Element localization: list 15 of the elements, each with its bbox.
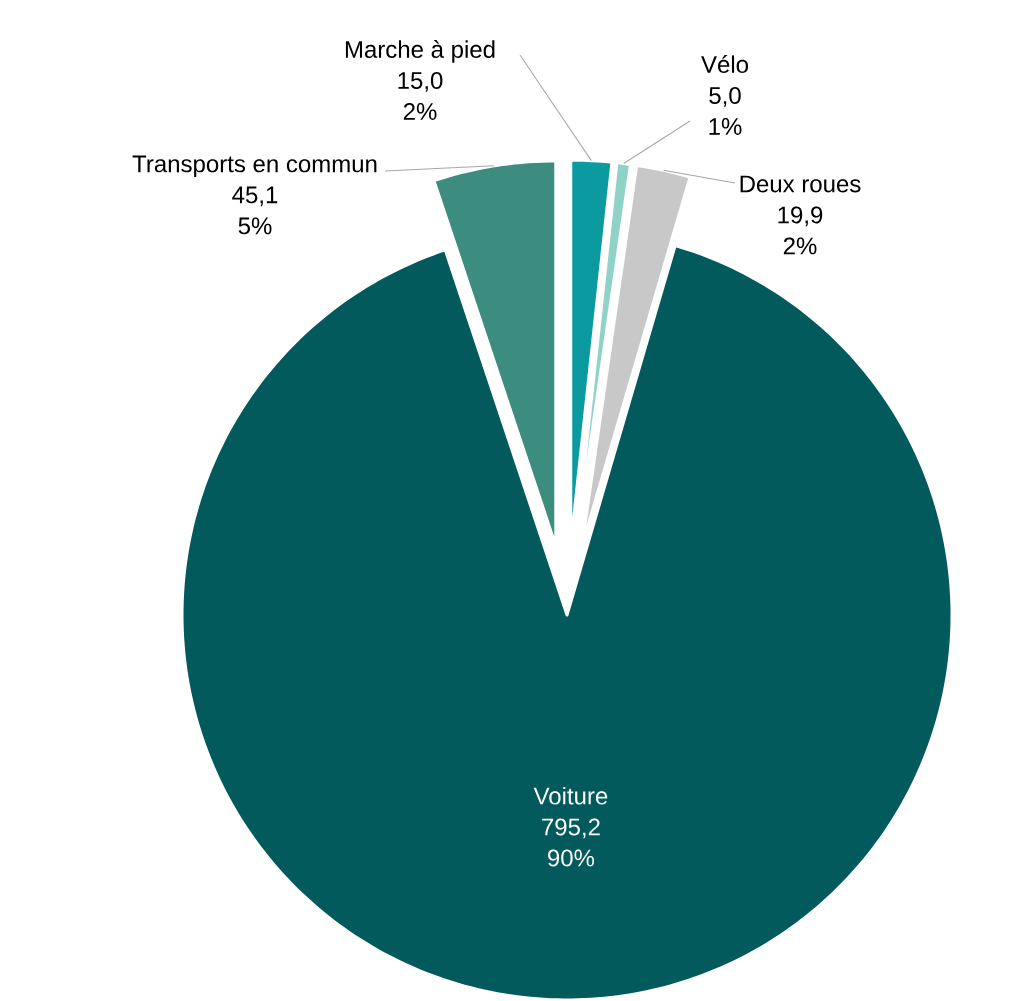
text: 90% xyxy=(548,849,595,867)
slice-label: Transports en commun xyxy=(132,155,377,178)
data-label: 15,0 xyxy=(398,72,443,92)
slice-label: Voiture xyxy=(533,786,608,805)
slice-label: Vélo xyxy=(701,55,749,73)
text: 5% xyxy=(238,217,272,235)
slice-label: Marche à pied xyxy=(345,40,495,63)
data-label: 19,9 xyxy=(778,206,823,227)
data-label: 795,2 xyxy=(542,818,600,839)
slice-label: Deux roues xyxy=(740,175,861,193)
text: 1% xyxy=(709,118,742,135)
data-label: 5,0 xyxy=(709,87,741,107)
text: 2% xyxy=(783,237,817,255)
text: 2% xyxy=(403,103,437,120)
data-label: 45,1 xyxy=(232,186,278,207)
